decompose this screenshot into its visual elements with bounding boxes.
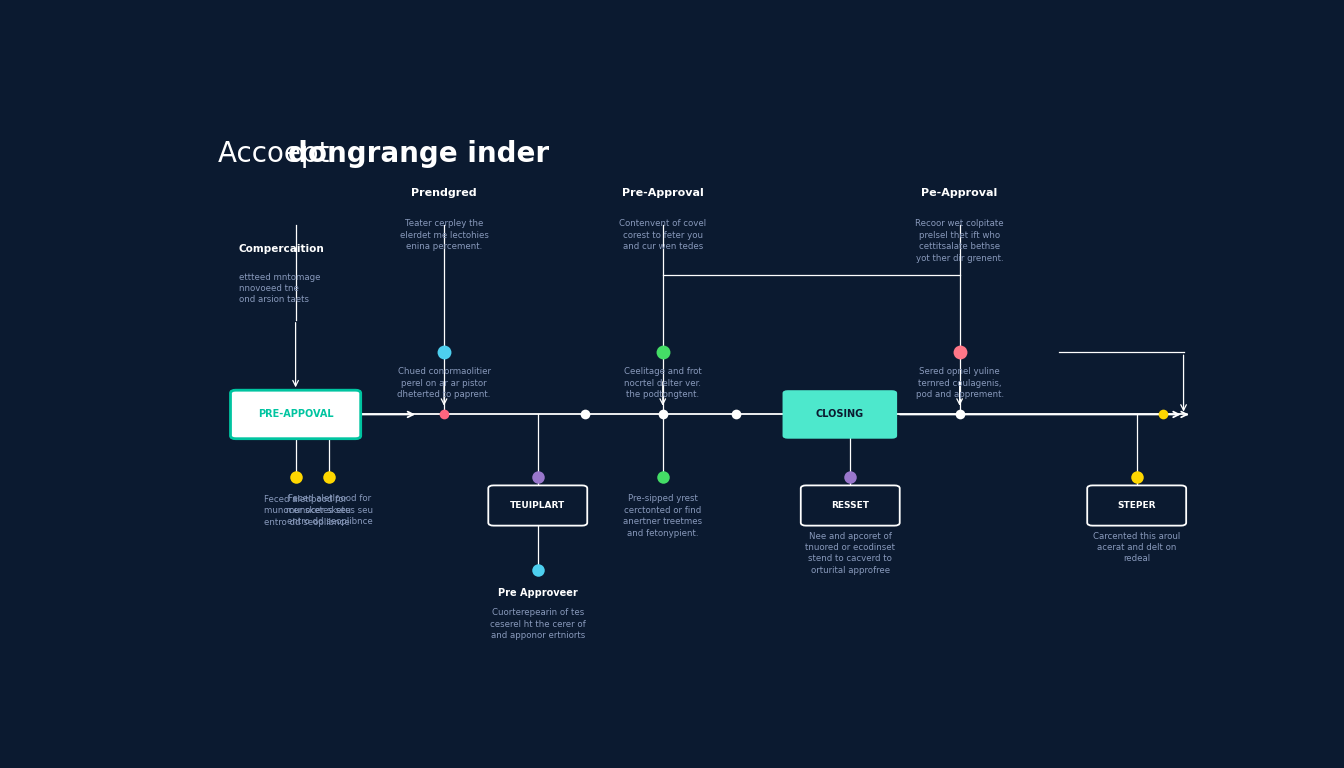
Text: STEPER: STEPER	[1117, 501, 1156, 510]
Text: dongrange inder: dongrange inder	[288, 141, 548, 168]
FancyBboxPatch shape	[1087, 485, 1187, 525]
Text: Cuorterepearin of tes
ceserel ht the cerer of
and apponor ertniorts: Cuorterepearin of tes ceserel ht the cer…	[491, 608, 586, 641]
Text: Teater cerpley the
elerdet me lectohies
enina percement.: Teater cerpley the elerdet me lectohies …	[399, 220, 488, 251]
Text: Prendgred: Prendgred	[411, 187, 477, 197]
Text: Pre-Approval: Pre-Approval	[622, 187, 704, 197]
Text: Accoept: Accoept	[218, 141, 339, 168]
FancyBboxPatch shape	[231, 390, 360, 439]
Text: Contenvent of covel
corest to feter you
and cur wen tedes: Contenvent of covel corest to feter you …	[620, 220, 707, 251]
Text: Nee and apcoret of
tnuored or ecodinset
stend to cacverd to
orturital approfree: Nee and apcoret of tnuored or ecodinset …	[805, 531, 895, 575]
Text: Feced aletlpood for
munocer sketes seu
entro dd seoplibnce: Feced aletlpood for munocer sketes seu e…	[265, 495, 351, 527]
Text: Pe-Approval: Pe-Approval	[922, 187, 997, 197]
Text: Sered opnel yuline
ternred coulagenis,
pod and apprement.: Sered opnel yuline ternred coulagenis, p…	[915, 367, 1004, 399]
FancyBboxPatch shape	[782, 390, 898, 439]
Text: Ceelitage and frot
nocrtel delter ver.
the podtongtent.: Ceelitage and frot nocrtel delter ver. t…	[624, 367, 702, 399]
Text: CLOSING: CLOSING	[816, 409, 864, 419]
Text: Recoor wet colpitate
prelsel thet ift who
cettitsalate bethse
yot ther dir grene: Recoor wet colpitate prelsel thet ift wh…	[915, 220, 1004, 263]
Text: Pre Approveer: Pre Approveer	[497, 588, 578, 598]
Text: Compercaition: Compercaition	[239, 244, 325, 254]
Text: Chued conormaolitier
perel on ar ar pistor
dheterted to paprent.: Chued conormaolitier perel on ar ar pist…	[398, 367, 491, 399]
Text: Feced aletlpood for
munocer sketes seu
entro dd seoplibnce: Feced aletlpood for munocer sketes seu e…	[286, 495, 372, 526]
Text: Carcented this aroul
acerat and delt on
redeal: Carcented this aroul acerat and delt on …	[1093, 531, 1180, 564]
Text: ettteed mntomage
nnovoeed tne
ond arsion taets: ettteed mntomage nnovoeed tne ond arsion…	[239, 273, 320, 304]
Text: RESSET: RESSET	[831, 501, 870, 510]
Text: TEUIPLART: TEUIPLART	[511, 501, 566, 510]
FancyBboxPatch shape	[488, 485, 587, 525]
Text: Pre-sipped yrest
cerctonted or find
anertner treetmes
and fetonypient.: Pre-sipped yrest cerctonted or find aner…	[624, 495, 703, 538]
Text: PRE-APPOVAL: PRE-APPOVAL	[258, 409, 333, 419]
FancyBboxPatch shape	[801, 485, 899, 525]
